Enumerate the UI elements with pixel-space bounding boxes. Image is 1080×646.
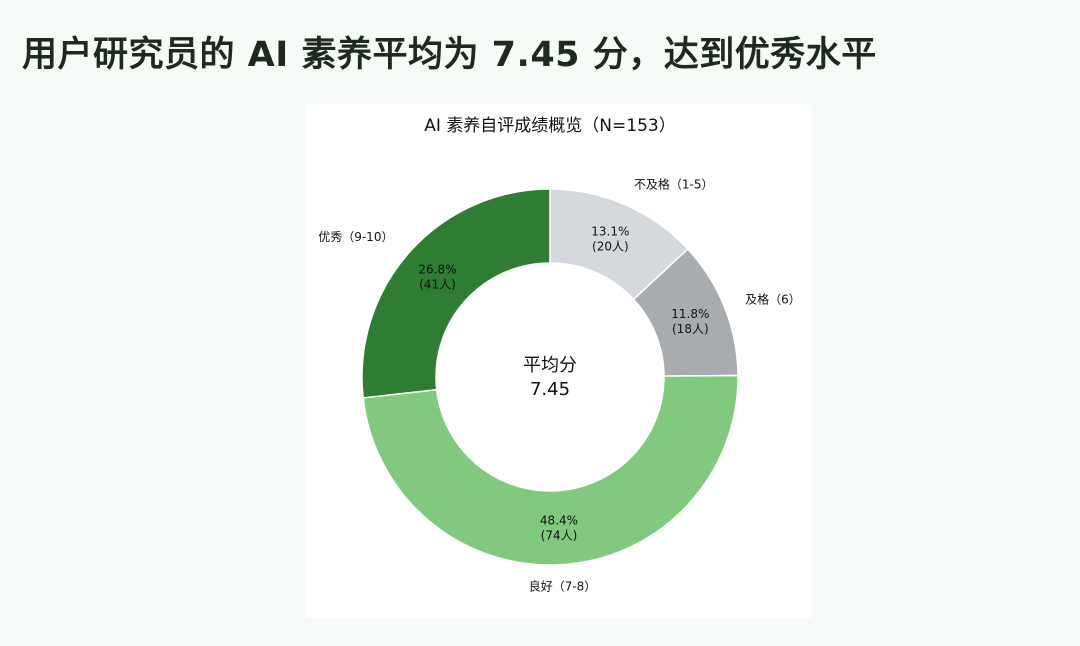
slice-count-label: (20人) bbox=[592, 240, 629, 254]
chart-title: AI 素养自评成绩概览（N=153） bbox=[424, 116, 675, 136]
donut-slice bbox=[362, 374, 739, 566]
slice-category-label: 优秀（9-10） bbox=[318, 230, 393, 244]
center-value: 7.45 bbox=[530, 379, 570, 400]
donut-slice bbox=[361, 188, 551, 399]
category-labels: 不及格（1-5） 及格（6） 良好（7-8） 优秀（9-10） bbox=[318, 176, 801, 593]
slice-percent-label: 26.8% bbox=[418, 262, 456, 276]
slice-value-labels: 13.1%(20人) 11.8%(18人) 48.4%(74人) 26.8%(41人) bbox=[418, 225, 709, 543]
page-title: 用户研究员的 AI 素养平均为 7.45 分，达到优秀水平 bbox=[22, 35, 877, 75]
slice-category-label: 不及格（1-5） bbox=[634, 176, 714, 191]
slice-category-label: 良好（7-8） bbox=[529, 579, 597, 594]
donut-chart: AI 素养自评成绩概览（N=153） 13.1%(20人) 11.8%(18人) 4… bbox=[318, 116, 801, 594]
slice-percent-label: 48.4% bbox=[540, 514, 578, 528]
slice-count-label: (41人) bbox=[419, 277, 456, 291]
slice-category-label: 及格（6） bbox=[745, 291, 801, 306]
chart-card: AI 素养自评成绩概览（N=153） 13.1% (20人) 11.8% (18人) 4… bbox=[306, 104, 812, 618]
donut-slices bbox=[361, 188, 739, 566]
center-label: 平均分 bbox=[523, 355, 577, 376]
slice-count-label: (74人) bbox=[541, 529, 578, 543]
slice-count-label: (18人) bbox=[672, 322, 709, 336]
slice-percent-label: 11.8% bbox=[671, 307, 709, 321]
slice-percent-label: 13.1% bbox=[591, 225, 629, 239]
